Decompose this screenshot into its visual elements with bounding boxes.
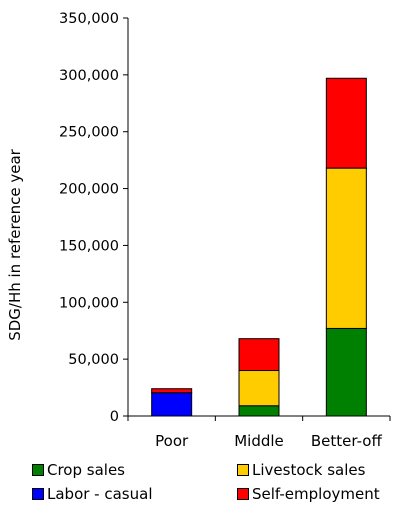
y-tick-label: 200,000: [59, 182, 119, 198]
stacked-bar-chart: SDG/Hh in reference year 0 50,000 100,000 1…: [6, 11, 391, 450]
bars: [151, 77, 367, 417]
y-tick-label: 350,000: [59, 11, 119, 27]
y-tick-label: 250,000: [59, 125, 119, 141]
legend-item-livestock-sales: Livestock sales: [237, 459, 365, 481]
legend: Crop sales Livestock sales Labor - casua…: [32, 459, 402, 507]
x-category-label-middle: Middle: [234, 432, 284, 450]
y-ticks: 0 50,000 100,000 150,000 200,000 250,000 300,0…: [59, 11, 128, 425]
legend-label-livestock-sales: Livestock sales: [252, 461, 366, 479]
bar-segment-poor-labor-casual: [151, 392, 193, 417]
bar-segment-poor-self-employment: [151, 388, 193, 394]
y-tick-label: 0: [110, 409, 119, 425]
y-axis-label-group: SDG/Hh in reference year: [6, 148, 24, 340]
bar-segment-middle-self-employment: [238, 338, 280, 372]
y-tick-label: 50,000: [68, 352, 119, 368]
y-tick-label: 150,000: [59, 238, 119, 254]
bar-segment-better-off-crop-sales: [325, 327, 367, 417]
legend-label-self-employment: Self-employment: [252, 485, 380, 503]
legend-item-labor-casual: Labor - casual: [32, 483, 152, 505]
legend-item-self-employment: Self-employment: [237, 483, 380, 505]
y-axis-label: SDG/Hh in reference year: [6, 148, 24, 340]
x-category-label-poor: Poor: [155, 432, 189, 450]
bar-segment-better-off-livestock-sales: [325, 167, 367, 329]
legend-item-crop-sales: Crop sales: [32, 459, 125, 481]
legend-swatch-crop-sales: [32, 464, 44, 476]
legend-swatch-self-employment: [237, 488, 249, 500]
legend-label-crop-sales: Crop sales: [47, 461, 125, 479]
legend-swatch-labor-casual: [32, 488, 44, 500]
bar-segment-middle-livestock-sales: [238, 370, 280, 407]
bar-segment-middle-crop-sales: [238, 405, 280, 417]
legend-swatch-livestock-sales: [237, 464, 249, 476]
bar-segment-better-off-self-employment: [325, 77, 367, 169]
x-category-labels: Poor Middle Better-off: [155, 432, 382, 450]
y-tick-label: 100,000: [59, 295, 119, 311]
y-tick-label: 300,000: [59, 68, 119, 84]
legend-label-labor-casual: Labor - casual: [47, 485, 153, 503]
x-category-label-better-off: Better-off: [311, 432, 383, 450]
